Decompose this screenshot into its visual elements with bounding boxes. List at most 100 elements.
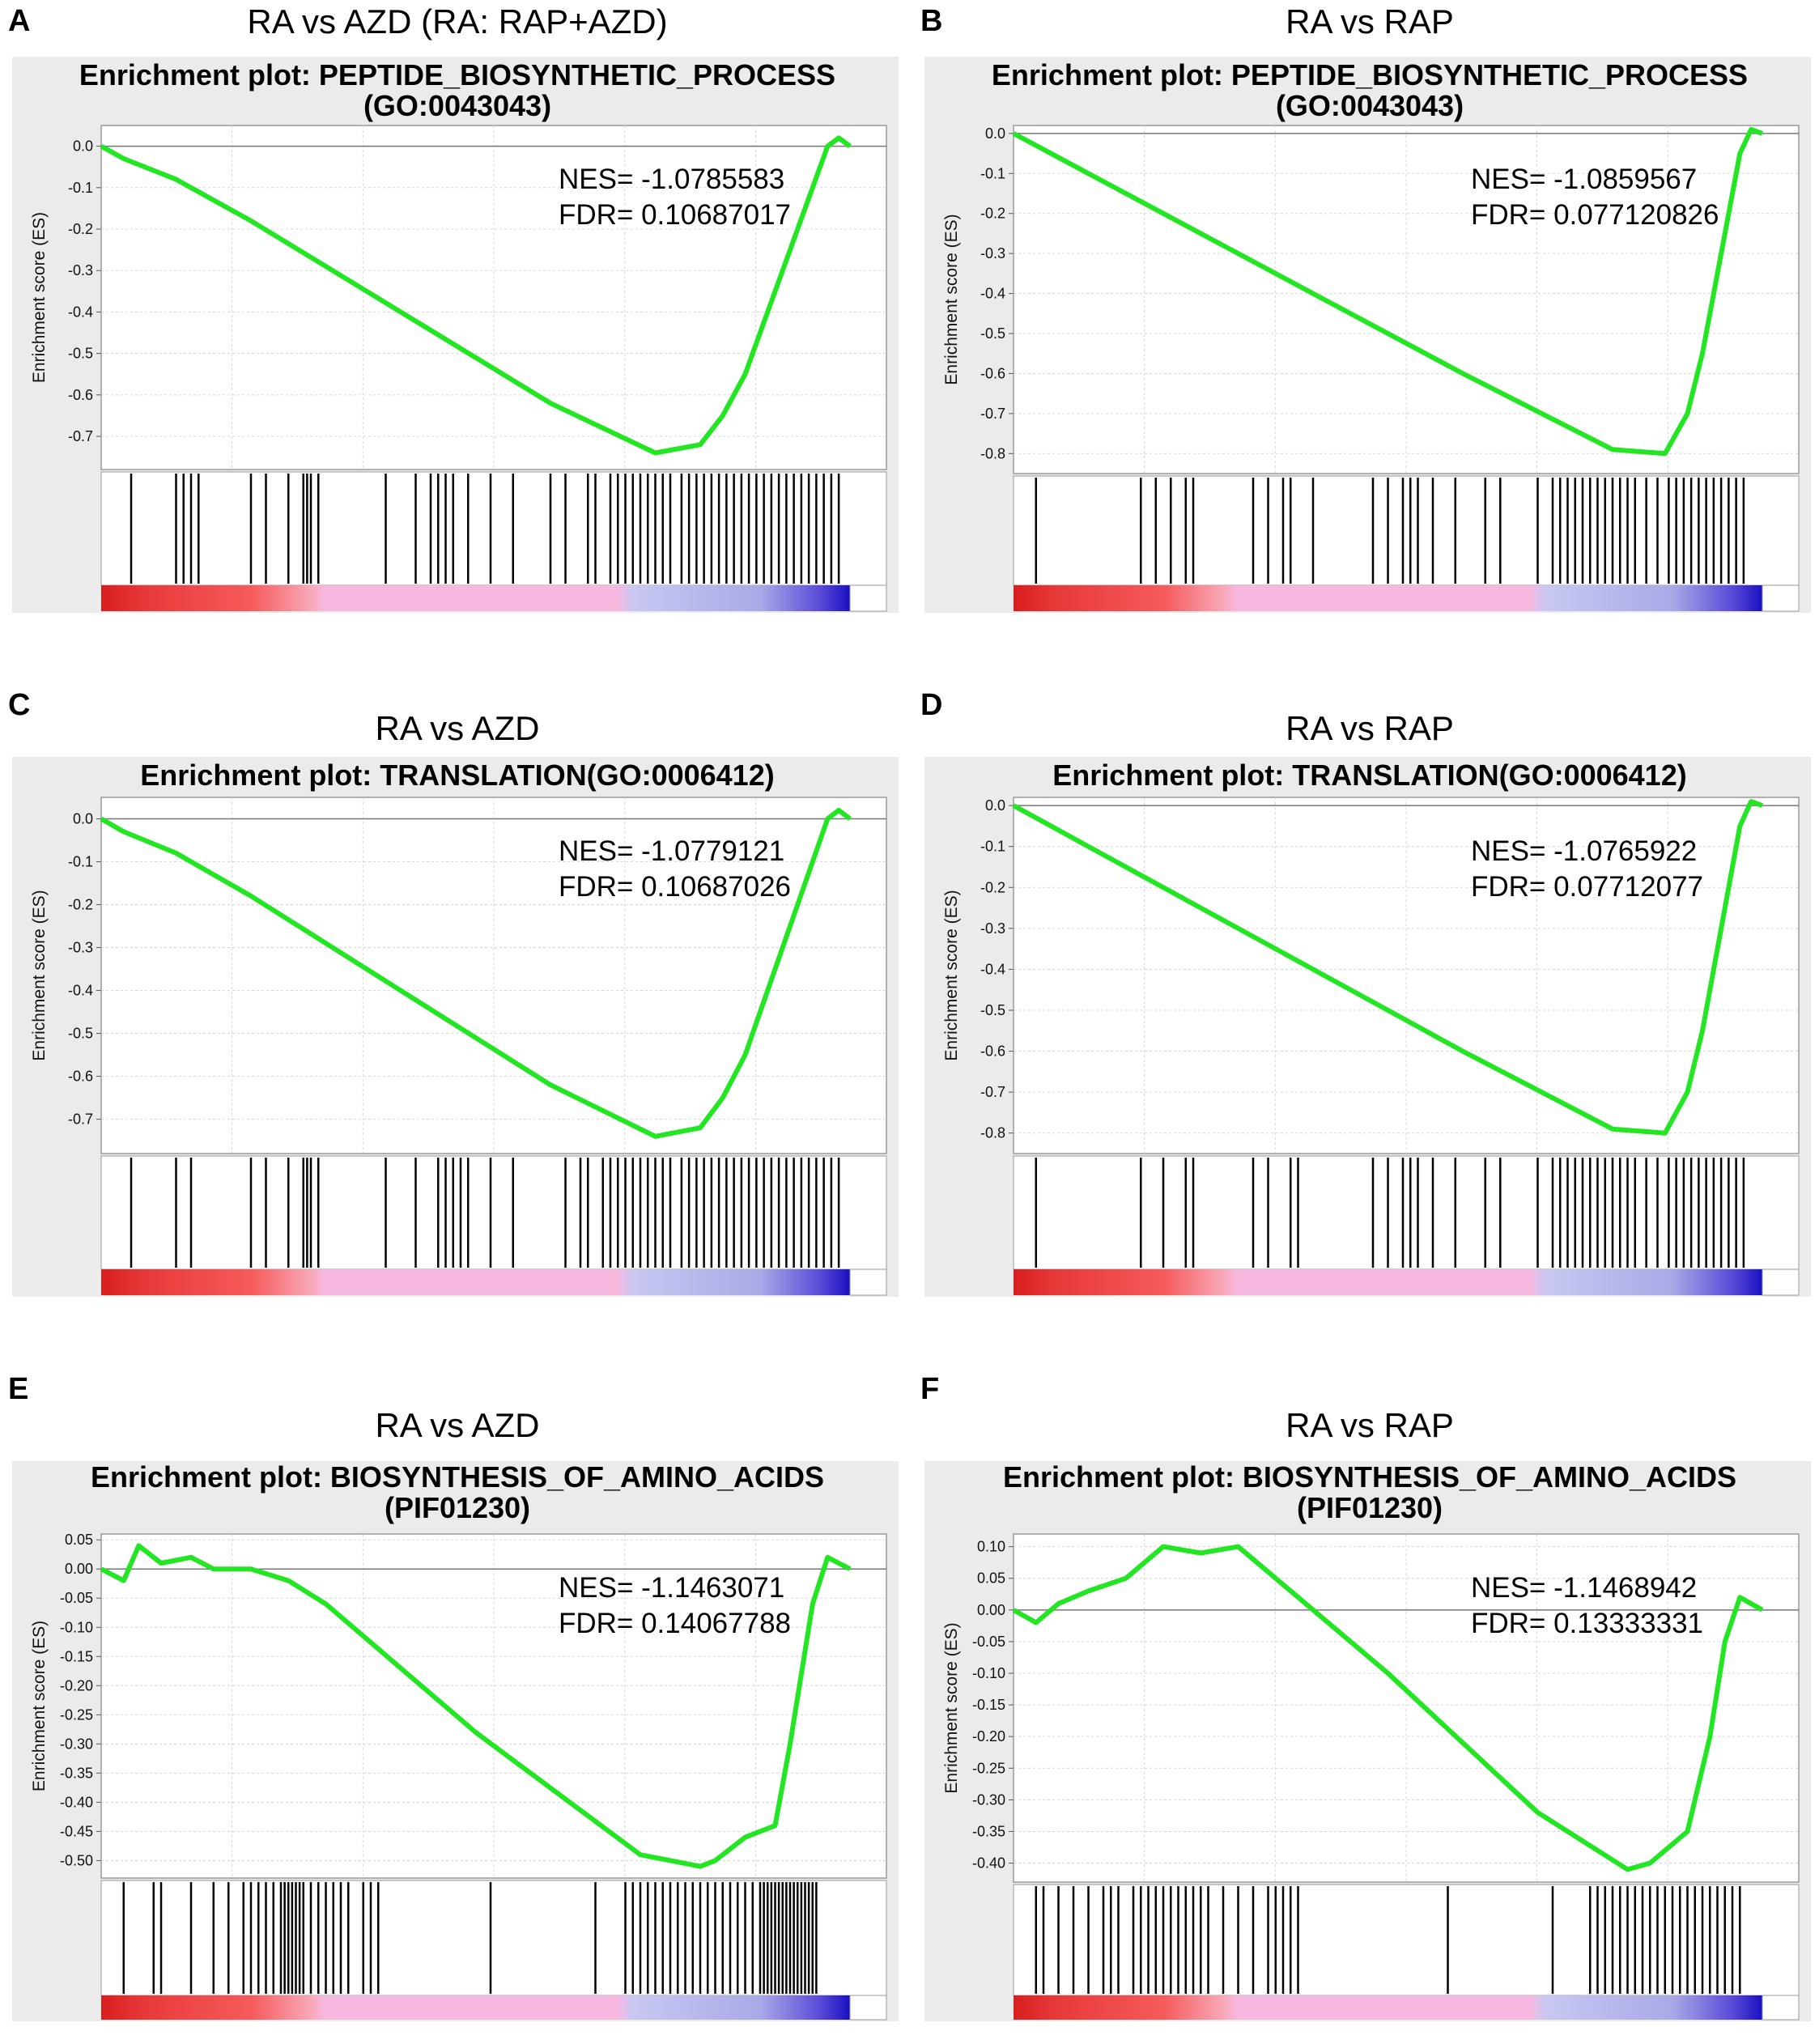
plot-area (1013, 1533, 1800, 1883)
fdr-value: FDR= 0.10687017 (559, 199, 791, 231)
nes-value: NES= -1.0859567 (1471, 164, 1697, 195)
plot-title-line: Enrichment plot: PEPTIDE_BIOSYNTHETIC_PR… (992, 58, 1748, 91)
y-tick-label: -0.6 (68, 387, 93, 403)
enrichment-plot: Enrichment plot: BIOSYNTHESIS_OF_AMINO_A… (12, 1460, 899, 2021)
y-tick-label: -0.20 (972, 1728, 1005, 1744)
y-tick-label: -0.5 (68, 1026, 93, 1042)
enrichment-plot: Enrichment plot: PEPTIDE_BIOSYNTHETIC_PR… (924, 57, 1811, 613)
y-axis-label: Enrichment score (ES) (30, 1621, 49, 1791)
y-tick-label: -0.4 (68, 983, 93, 999)
panel-letter: C (8, 688, 31, 722)
heatbar-end (849, 1268, 887, 1296)
y-axis-label: Enrichment score (ES) (942, 214, 961, 385)
hit-band (100, 1880, 887, 1996)
fdr-value: FDR= 0.14067788 (559, 1608, 791, 1639)
y-axis-label: Enrichment score (ES) (942, 1622, 961, 1793)
fdr-value: FDR= 0.10687026 (559, 871, 791, 903)
y-tick-label: 0.0 (985, 797, 1005, 814)
y-tick-label: -0.05 (60, 1590, 93, 1606)
plot-title-line: Enrichment plot: BIOSYNTHESIS_OF_AMINO_A… (91, 1460, 824, 1494)
hit-band (100, 471, 887, 586)
nes-value: NES= -1.0785583 (559, 164, 784, 195)
ranked-list-heatbar (101, 1995, 850, 2020)
es-curve (1012, 799, 1764, 1136)
es-curve (100, 807, 852, 1139)
heatbar-end (1762, 1995, 1800, 2021)
hit-band (1013, 475, 1800, 586)
y-tick-label: -0.5 (68, 346, 93, 362)
y-axis-label: Enrichment score (ES) (30, 212, 49, 383)
panel-f: F RA vs RAP Enrichment plot: BIOSYNTHESI… (920, 1372, 1819, 2044)
ranked-list-heatbar (1014, 1269, 1762, 1295)
y-tick-label: 0.0 (985, 125, 1005, 142)
enrichment-plot: Enrichment plot: BIOSYNTHESIS_OF_AMINO_A… (924, 1460, 1811, 2021)
es-curve (1012, 1544, 1764, 1872)
y-axis-label: Enrichment score (ES) (942, 890, 961, 1060)
y-tick-label: -0.15 (972, 1697, 1005, 1713)
panel-letter: E (8, 1372, 29, 1406)
panel-d: D RA vs RAP Enrichment plot: TRANSLATION… (920, 688, 1819, 1360)
y-tick-label: -0.5 (980, 325, 1005, 342)
plot-title-line: (PIF01230) (385, 1491, 530, 1524)
plot-title-line: Enrichment plot: BIOSYNTHESIS_OF_AMINO_A… (1003, 1460, 1736, 1494)
es-curve (1012, 126, 1764, 457)
y-tick-label: -0.2 (980, 879, 1005, 895)
nes-value: NES= -1.0765922 (1471, 835, 1697, 867)
y-tick-label: -0.2 (68, 221, 93, 237)
fdr-value: FDR= 0.077120826 (1471, 199, 1719, 231)
y-tick-label: -0.1 (68, 854, 93, 870)
y-axis-label: Enrichment score (ES) (30, 890, 49, 1060)
enrichment-plot: Enrichment plot: PEPTIDE_BIOSYNTHETIC_PR… (12, 57, 899, 613)
panel-heading: RA vs RAP (1286, 2, 1454, 40)
hit-band (1013, 1155, 1800, 1270)
y-tick-label: -0.8 (980, 445, 1005, 461)
enrichment-plot: Enrichment plot: TRANSLATION(GO:0006412)… (12, 757, 899, 1297)
y-tick-label: -0.6 (980, 1043, 1005, 1060)
y-tick-label: 0.10 (977, 1539, 1005, 1555)
panel-e: E RA vs AZD Enrichment plot: BIOSYNTHESI… (8, 1372, 907, 2044)
panel-c: C RA vs AZD Enrichment plot: TRANSLATION… (8, 688, 907, 1360)
ranked-list-heatbar (101, 1269, 850, 1295)
y-tick-label: -0.6 (68, 1069, 93, 1085)
y-tick-label: -0.1 (980, 165, 1005, 181)
es-curve (100, 135, 852, 456)
y-tick-label: -0.25 (972, 1760, 1005, 1776)
y-tick-label: -0.3 (980, 920, 1005, 937)
y-tick-label: -0.4 (68, 304, 93, 320)
y-tick-label: -0.4 (980, 961, 1005, 977)
y-tick-label: -0.15 (60, 1648, 93, 1664)
panel-heading: RA vs RAP (1286, 1406, 1454, 1444)
es-curve (100, 1543, 852, 1869)
y-tick-label: -0.6 (980, 365, 1005, 381)
y-tick-label: -0.2 (980, 206, 1005, 222)
enrichment-plot: Enrichment plot: TRANSLATION(GO:0006412)… (924, 757, 1811, 1297)
y-tick-label: -0.05 (972, 1634, 1005, 1650)
y-tick-label: -0.40 (60, 1794, 93, 1810)
y-tick-label: -0.10 (972, 1665, 1005, 1681)
hit-band (100, 1155, 887, 1270)
panel-letter: D (920, 688, 943, 722)
y-tick-label: -0.7 (980, 406, 1005, 422)
panel-letter: B (920, 4, 943, 38)
y-tick-label: 0.00 (977, 1602, 1005, 1618)
y-tick-label: -0.40 (972, 1855, 1005, 1872)
panel-letter: F (920, 1372, 940, 1406)
y-tick-label: -0.8 (980, 1125, 1005, 1141)
y-tick-label: -0.1 (980, 839, 1005, 855)
y-tick-label: -0.20 (60, 1677, 93, 1693)
plot-title-line: Enrichment plot: PEPTIDE_BIOSYNTHETIC_PR… (79, 58, 835, 91)
panel-b: B RA vs RAP Enrichment plot: PEPTIDE_BIO… (920, 2, 1819, 676)
panel-heading: RA vs AZD (RA: RAP+AZD) (247, 2, 668, 40)
panel-a: A RA vs AZD (RA: RAP+AZD) Enrichment plo… (8, 2, 907, 676)
y-tick-label: -0.4 (980, 286, 1005, 302)
panel-heading: RA vs AZD (375, 709, 540, 747)
y-tick-label: -0.25 (60, 1706, 93, 1723)
y-tick-label: 0.05 (977, 1570, 1005, 1587)
heatbar-end (1762, 584, 1800, 612)
y-tick-label: -0.10 (60, 1619, 93, 1635)
y-tick-label: -0.7 (68, 1111, 93, 1128)
y-tick-label: 0.05 (65, 1532, 93, 1548)
panel-letter: A (8, 4, 31, 38)
fdr-value: FDR= 0.13333331 (1471, 1608, 1703, 1639)
y-tick-label: 0.0 (73, 811, 93, 827)
